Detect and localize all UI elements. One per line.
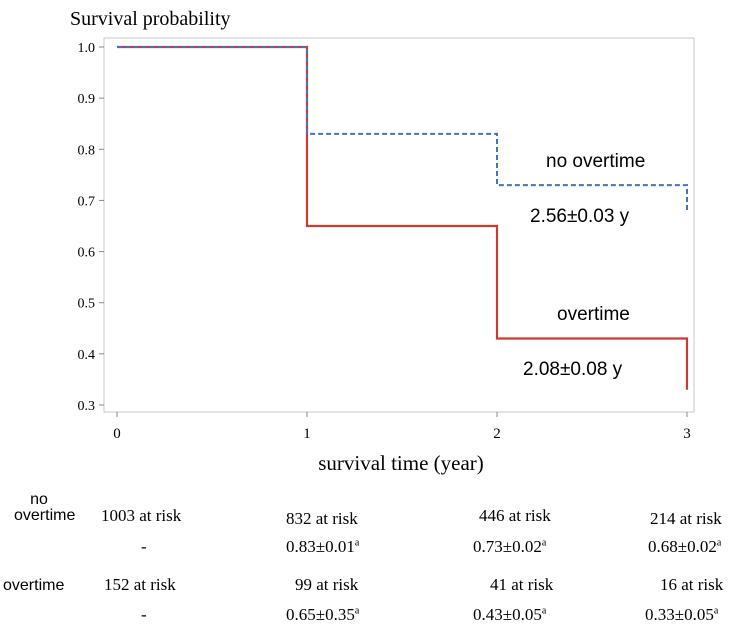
risk-ot-1: 99 at risk	[295, 575, 359, 594]
risk-label-no-line1: no	[30, 491, 48, 508]
footnote-mark: a	[541, 537, 547, 549]
y-tick-label: 0.6	[78, 246, 96, 261]
surv-no-0: -	[141, 537, 147, 556]
km-chart: Survival probability 1.0 0.9 0.8 0.7 0.6 0.5 0…	[70, 8, 695, 475]
x-tick-label: 2	[493, 426, 501, 442]
y-axis: 1.0 0.9 0.8 0.7 0.6 0.5 0.4 0.3	[78, 41, 104, 414]
y-axis-title: Survival probability	[70, 8, 231, 30]
surv-no-3: 0.68±0.02a	[648, 537, 721, 557]
footnote-mark: a	[713, 605, 719, 617]
plot-frame	[103, 37, 695, 413]
risk-ot-0: 152 at risk	[104, 575, 176, 594]
risk-no-2: 446 at risk	[479, 506, 551, 525]
surv-no-1-value: 0.83±0.01	[286, 537, 355, 556]
survival-curves	[117, 45, 689, 390]
mean-overtime: 2.08±0.08 y	[523, 359, 623, 380]
surv-ot-2-value: 0.43±0.05	[473, 605, 542, 624]
x-axis: 0 1 2 3	[113, 412, 691, 442]
y-tick-label: 0.4	[78, 348, 96, 363]
risk-label-no-overtime: no overtime	[14, 491, 76, 524]
risk-label-overtime: overtime	[3, 577, 65, 594]
x-tick-label: 0	[113, 426, 121, 442]
series-line-no-overtime	[117, 46, 688, 211]
surv-no-2: 0.73±0.02a	[473, 537, 546, 557]
y-tick-label: 0.8	[78, 143, 96, 158]
risk-label-no-line2: overtime	[14, 507, 76, 524]
surv-ot-0: -	[141, 605, 147, 624]
surv-no-2-value: 0.73±0.02	[473, 537, 542, 556]
surv-ot-1: 0.65±0.35a	[286, 605, 359, 625]
surv-ot-3-value: 0.33±0.05	[645, 605, 714, 624]
risk-no-3: 214 at risk	[650, 509, 722, 528]
risk-ot-3: 16 at risk	[660, 575, 724, 594]
footnote-mark: a	[354, 537, 360, 549]
x-axis-title: survival time (year)	[318, 451, 484, 475]
x-tick-label: 1	[303, 426, 311, 442]
label-no-overtime: no overtime	[546, 151, 645, 172]
y-tick-label: 0.7	[78, 194, 96, 209]
y-tick-label: 0.9	[78, 92, 96, 107]
label-overtime: overtime	[557, 304, 630, 325]
series-line-overtime	[117, 45, 689, 390]
footnote-mark: a	[541, 605, 547, 617]
surv-ot-2: 0.43±0.05a	[473, 605, 546, 625]
y-tick-label: 0.3	[78, 399, 96, 414]
x-tick-label: 3	[683, 426, 691, 442]
y-tick-label: 0.5	[78, 297, 96, 312]
surv-no-1: 0.83±0.01a	[286, 537, 359, 557]
risk-ot-2: 41 at risk	[490, 575, 554, 594]
surv-ot-3: 0.33±0.05a	[645, 605, 718, 625]
footnote-mark: a	[716, 537, 722, 549]
risk-no-1: 832 at risk	[286, 509, 358, 528]
mean-no-overtime: 2.56±0.03 y	[530, 206, 630, 227]
y-tick-label: 1.0	[78, 41, 96, 56]
surv-no-3-value: 0.68±0.02	[648, 537, 717, 556]
footnote-mark: a	[354, 605, 360, 617]
risk-no-0: 1003 at risk	[101, 506, 182, 525]
surv-ot-1-value: 0.65±0.35	[286, 605, 355, 624]
